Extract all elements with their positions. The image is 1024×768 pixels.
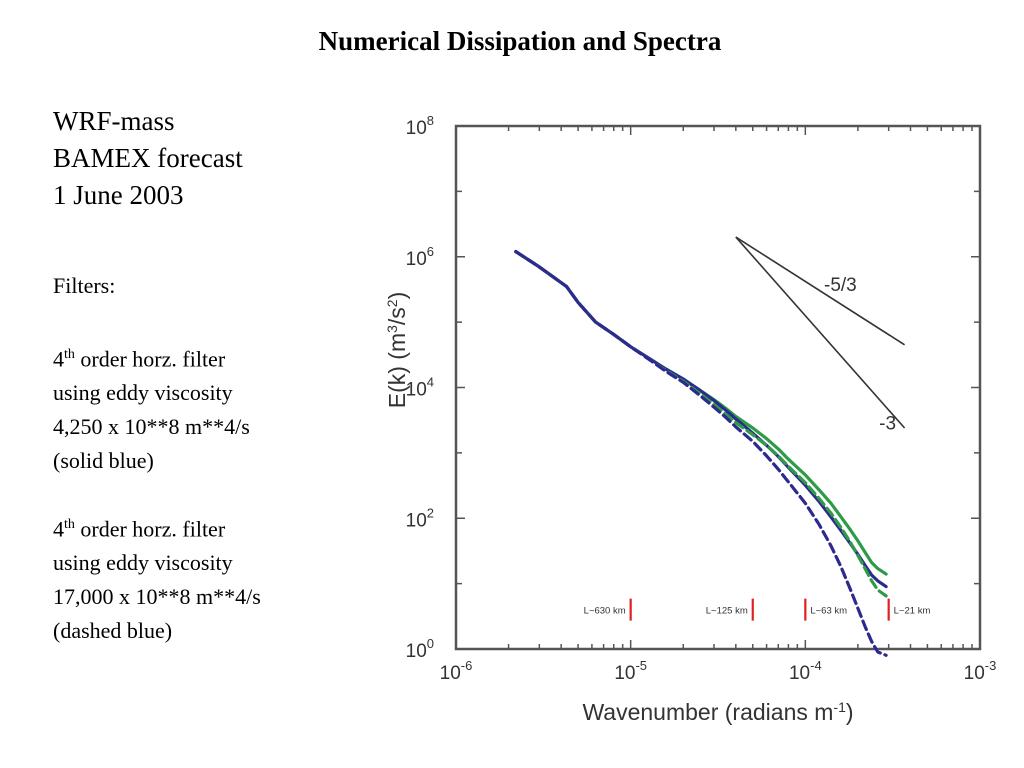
x-axis-label-sup: -1 xyxy=(833,699,846,715)
series-line-2-solid xyxy=(514,250,888,589)
forecast-heading: WRF-mass BAMEX forecast 1 June 2003 xyxy=(53,103,373,214)
reference-slope-line-2 xyxy=(735,236,906,429)
series-line-1-solid xyxy=(514,250,888,576)
y-tick-label-base: 10 xyxy=(406,380,427,401)
y-tick-label-exp: 2 xyxy=(427,505,434,520)
filter-2-order-rest: order horz. filter xyxy=(74,516,226,542)
y-tick-label-base: 10 xyxy=(406,510,427,531)
plot-frame xyxy=(454,124,982,651)
x-tick-label-exp: -4 xyxy=(810,658,822,673)
filter-2-line2: using eddy viscosity xyxy=(53,550,233,576)
y-tick-label-exp: 4 xyxy=(427,375,434,390)
filter-1-order-sup: th xyxy=(64,347,75,362)
y-tick-label-exp: 6 xyxy=(427,244,434,259)
chart-scale-markers: L~630 km L~125 km L~63 km L~21 km xyxy=(584,598,931,621)
heading-line-model: WRF-mass xyxy=(53,106,175,136)
y-axis-label-part-2: 3 xyxy=(384,325,400,333)
x-axis-label: Wavenumber (radians m-1) xyxy=(582,699,853,725)
y-tick-label-exp: 0 xyxy=(427,636,434,651)
x-tick-label: 10-4 xyxy=(789,658,822,684)
y-axis-label-part-3: /s xyxy=(384,307,410,325)
filter-2-order-sup: th xyxy=(64,517,75,532)
x-tick-label-exp: -3 xyxy=(985,658,997,673)
filter-2-description: 4th order horz. filter using eddy viscos… xyxy=(53,508,373,648)
filter-2-order: 4th order horz. filter xyxy=(53,508,373,546)
y-tick-label: 102 xyxy=(406,505,434,531)
x-tick-label-base: 10 xyxy=(964,663,985,684)
filter-1-description: 4th order horz. filter using eddy viscos… xyxy=(53,338,373,478)
chart-series xyxy=(514,250,888,657)
filter-2-order-num: 4 xyxy=(53,516,64,542)
heading-line-date: 1 June 2003 xyxy=(53,180,184,210)
filter-1-order-rest: order horz. filter xyxy=(74,346,226,372)
filter-1-order: 4th order horz. filter xyxy=(53,338,373,376)
series-line-4-dashed xyxy=(514,250,888,657)
filter-1-viscosity: 4,250 x 10**8 m**4/s xyxy=(53,414,250,440)
x-axis-label-main: Wavenumber (radians m xyxy=(582,699,833,725)
x-tick-label-base: 10 xyxy=(440,663,461,684)
y-tick-label-base: 10 xyxy=(406,118,427,139)
x-tick-label-base: 10 xyxy=(614,663,635,684)
scale-marker-label-1: L~630 km xyxy=(584,606,626,617)
filter-1-style: (solid blue) xyxy=(53,448,154,474)
x-tick-label-exp: -6 xyxy=(461,658,473,673)
chart-reference-lines: -5/3 -3 xyxy=(735,236,906,435)
scale-marker-label-3: L~63 km xyxy=(810,606,847,617)
x-tick-label-exp: -5 xyxy=(635,658,647,673)
filter-2-viscosity: 17,000 x 10**8 m**4/s xyxy=(53,584,261,610)
x-tick-label-base: 10 xyxy=(789,663,810,684)
y-axis-label: E(k) (m3/s2) xyxy=(384,292,410,409)
y-tick-label: 108 xyxy=(406,113,434,139)
y-axis-label-part-1: E(k) (m xyxy=(384,333,410,408)
x-tick-label: 10-3 xyxy=(964,658,997,684)
filter-1-line2: using eddy viscosity xyxy=(53,380,233,406)
y-tick-label: 104 xyxy=(406,375,434,401)
heading-line-forecast: BAMEX forecast xyxy=(53,143,243,173)
scale-marker-label-4: L~21 km xyxy=(894,606,931,617)
filter-1-order-num: 4 xyxy=(53,346,64,372)
y-tick-label: 100 xyxy=(406,636,434,662)
x-tick-label: 10-6 xyxy=(440,658,473,684)
slide-title: Numerical Dissipation and Spectra xyxy=(318,26,722,56)
y-tick-label-base: 10 xyxy=(406,249,427,270)
y-tick-label: 106 xyxy=(406,244,434,270)
filter-2-style: (dashed blue) xyxy=(53,618,173,644)
reference-slope-label-1: -5/3 xyxy=(824,275,857,296)
y-tick-label-base: 10 xyxy=(406,641,427,662)
reference-slope-label-2: -3 xyxy=(879,414,896,435)
x-axis-label-close: ) xyxy=(846,699,854,725)
filters-label: Filters: xyxy=(53,273,116,298)
y-axis-label-part-5: ) xyxy=(384,292,410,300)
scale-marker-label-2: L~125 km xyxy=(706,606,748,617)
y-tick-label-exp: 8 xyxy=(427,113,434,128)
reference-slope-line-1 xyxy=(735,236,906,346)
y-axis-label-part-4: 2 xyxy=(384,299,400,307)
x-tick-label: 10-5 xyxy=(614,658,647,684)
